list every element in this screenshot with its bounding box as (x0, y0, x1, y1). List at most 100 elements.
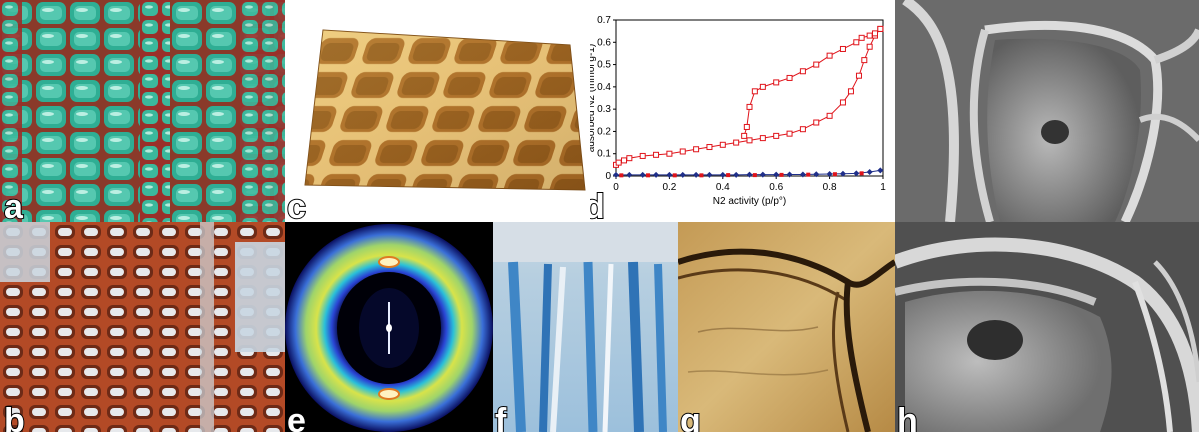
data-point-red-square (877, 25, 884, 32)
data-point-red-small (726, 173, 731, 178)
red-stained-cells-image (0, 222, 285, 432)
panel-label-b: b (3, 402, 26, 432)
data-point-red-square (741, 132, 748, 139)
data-point-red-square (813, 119, 820, 126)
x-tick-label: 0.4 (716, 182, 730, 193)
data-point-red-square (693, 146, 700, 153)
data-point-red-square (759, 83, 766, 90)
data-point-red-square (733, 139, 740, 146)
data-point-red-square (839, 45, 846, 52)
data-point-red-small (646, 173, 651, 178)
data-point-red-square (706, 144, 713, 151)
data-point-red-square (799, 126, 806, 133)
x-axis-label: N2 activity (p/p°) (713, 196, 786, 207)
y-tick-label: 0.6 (597, 37, 611, 48)
data-point-blue-diamond (733, 171, 740, 178)
data-point-red-square (679, 148, 686, 155)
data-point-red-square (866, 43, 873, 50)
panel-label-g: g (679, 402, 702, 432)
green-stained-cells-image (0, 0, 285, 222)
data-point-blue-diamond (653, 171, 660, 178)
x-tick-label: 0 (613, 182, 619, 193)
data-point-red-small (752, 173, 757, 178)
data-point-red-square (653, 151, 660, 158)
y-tick-label: 0.1 (597, 149, 611, 160)
x-tick-label: 1 (880, 182, 886, 193)
panel-g-phase-image: g (678, 222, 895, 432)
data-point-red-square (773, 132, 780, 139)
data-point-blue-diamond (853, 170, 860, 177)
data-point-blue-diamond (666, 171, 673, 178)
panel-label-a: a (3, 188, 24, 222)
data-point-blue-diamond (759, 171, 766, 178)
data-point-blue-diamond (826, 170, 833, 177)
data-point-blue-diamond (639, 171, 646, 178)
panel-e-diffraction: e (285, 222, 493, 432)
data-point-red-square (847, 88, 854, 95)
panel-b-micrograph: b (0, 222, 285, 432)
data-point-blue-diamond (626, 171, 633, 178)
blue-stained-fibers-image (493, 222, 678, 432)
data-point-red-small (699, 173, 704, 178)
isotherm-chart-svg: 0 0.1 0.2 0.3 0.4 0.5 0.6 0.7 0 0.2 0.4 0.6 0.8 1 N2 a… (590, 15, 886, 207)
panel-h-sem: h (895, 222, 1199, 432)
y-tick-label: 0.4 (597, 82, 611, 93)
panel-label-c: c (286, 188, 307, 222)
data-point-red-square (759, 135, 766, 142)
data-point-red-square (666, 150, 673, 157)
data-point-red-square (866, 32, 873, 39)
x-tick-label: 0.6 (769, 182, 783, 193)
data-point-blue-diamond (799, 171, 806, 178)
y-tick-label: 0.7 (597, 15, 611, 26)
desorption-line (743, 28, 881, 137)
panel-sem-top (895, 0, 1199, 222)
data-point-red-square (813, 61, 820, 68)
data-point-red-small (832, 172, 837, 177)
data-point-blue-diamond (786, 171, 793, 178)
y-tick-label: 0.2 (597, 126, 611, 137)
data-point-blue-diamond (693, 171, 700, 178)
x-tick-label: 0.2 (662, 182, 676, 193)
data-point-red-square (855, 72, 862, 79)
y-tick-label: 0 (605, 171, 611, 182)
data-point-red-square (839, 99, 846, 106)
data-point-red-square (626, 155, 633, 162)
data-point-red-square (853, 39, 860, 46)
y-tick-label: 0.3 (597, 104, 611, 115)
data-point-blue-diamond (613, 171, 619, 178)
data-point-blue-diamond (679, 171, 686, 178)
data-point-blue-diamond (813, 171, 820, 178)
afm-3d-surface-image (285, 0, 590, 222)
data-point-red-square (751, 88, 758, 95)
panel-label-h: h (896, 402, 919, 432)
y-axis-label: adsorbed N2 (mmol g-1) (590, 44, 597, 152)
data-point-red-small (806, 172, 811, 177)
data-point-red-square (871, 30, 878, 37)
data-point-red-square (743, 123, 750, 130)
panel-label-e: e (286, 402, 307, 432)
data-point-red-square (621, 157, 628, 164)
data-point-red-small (859, 171, 864, 176)
data-point-red-square (746, 103, 753, 110)
data-point-blue-diamond (866, 168, 873, 175)
sem-cell-cross-section-image (895, 0, 1199, 222)
data-point-blue-diamond (877, 167, 884, 174)
panel-label-f: f (494, 402, 507, 432)
data-point-red-small (672, 173, 677, 178)
data-point-red-square (773, 79, 780, 86)
data-point-blue-diamond (773, 171, 780, 178)
data-point-red-square (858, 34, 865, 41)
x-tick-label: 0.8 (823, 182, 837, 193)
data-point-blue-diamond (746, 171, 753, 178)
data-point-red-small (619, 173, 624, 178)
data-point-red-square (826, 52, 833, 59)
panel-d-isotherm-chart: 0 0.1 0.2 0.3 0.4 0.5 0.6 0.7 0 0.2 0.4 0.6 0.8 1 N2 a… (590, 0, 895, 222)
data-point-red-square (799, 68, 806, 75)
data-point-red-square (719, 141, 726, 148)
data-point-red-square (639, 152, 646, 159)
data-point-red-square (615, 159, 622, 166)
data-point-red-square (746, 137, 753, 144)
panel-f-stained-section: f (493, 222, 678, 432)
data-point-red-small (779, 172, 784, 177)
data-point-blue-diamond (706, 171, 713, 178)
